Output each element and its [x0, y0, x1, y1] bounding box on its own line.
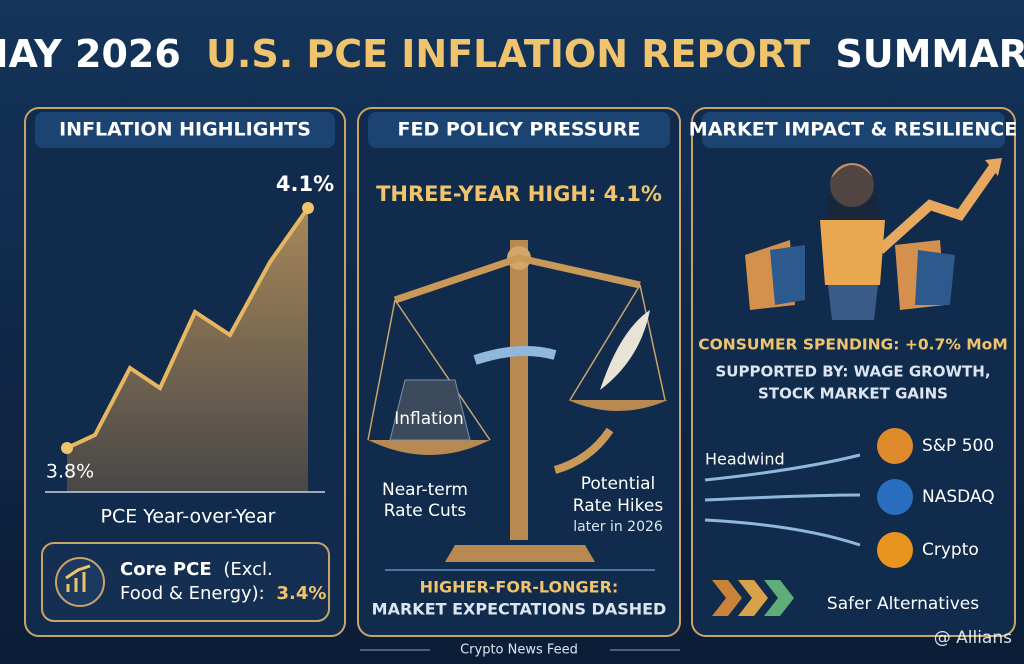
- source: Crypto News Feed: [460, 643, 578, 658]
- asset-icons: [877, 428, 913, 568]
- spending: CONSUMER SPENDING: +0.7% MoM: [698, 336, 1008, 354]
- right-note: later in 2026: [573, 519, 663, 535]
- weight-label: Inflation: [394, 409, 463, 429]
- right-label: Potential: [581, 474, 655, 494]
- core-icon: [55, 557, 105, 607]
- chart-area: [67, 208, 308, 492]
- watermark: @ Allians: [934, 628, 1012, 648]
- shopper-illustration: [745, 158, 1002, 320]
- panel-title: FED POLICY PRESSURE: [397, 119, 640, 141]
- title: MAY 2026 U.S. PCE INFLATION REPORT SUMMA…: [0, 32, 1024, 76]
- chevrons: [712, 580, 794, 616]
- core-box: [41, 542, 330, 622]
- core-text: Core PCE (Excl.: [120, 559, 273, 580]
- core-line: Food & Energy):: [120, 583, 265, 604]
- caption: PCE Year-over-Year: [101, 506, 276, 528]
- core-text: Food & Energy): 3.4%: [120, 583, 326, 604]
- asset: S&P 500: [922, 436, 994, 456]
- wind-lines: [704, 453, 861, 547]
- headwind: Headwind: [705, 450, 785, 469]
- asset: NASDAQ: [922, 487, 995, 507]
- right-label: Rate Hikes: [573, 496, 664, 516]
- panel-title: INFLATION HIGHLIGHTS: [59, 119, 311, 141]
- scale: [367, 240, 668, 562]
- chart-point: [302, 202, 314, 214]
- title-part: MAY 2026: [0, 32, 181, 76]
- title-part: U.S. PCE INFLATION REPORT: [206, 32, 810, 76]
- title-part: SUMMARY: [835, 32, 1024, 76]
- core-line: Core PCE: [120, 559, 212, 580]
- left-label: Rate Cuts: [384, 501, 467, 521]
- left-label: Near-term: [382, 480, 468, 500]
- core-line: (Excl.: [223, 559, 272, 580]
- supported-line: STOCK MARKET GAINS: [758, 385, 948, 403]
- safer: Safer Alternatives: [827, 594, 979, 614]
- supported-line: SUPPORTED BY: WAGE GROWTH,: [715, 363, 990, 381]
- footer-line: HIGHER-FOR-LONGER:: [420, 578, 619, 597]
- start-label: 3.8%: [46, 461, 94, 483]
- panel-headers: [35, 112, 1005, 148]
- footer-line: MARKET EXPECTATIONS DASHED: [372, 600, 667, 619]
- headline: THREE-YEAR HIGH: 4.1%: [376, 182, 662, 206]
- core-icon: [65, 564, 91, 592]
- chart-point: [61, 442, 73, 454]
- asset: Crypto: [922, 540, 979, 560]
- core-line: 3.4%: [276, 583, 326, 604]
- end-label: 4.1%: [276, 172, 334, 196]
- chart-line: [66, 206, 310, 450]
- panel-title: MARKET IMPACT & RESILIENCE: [689, 119, 1017, 141]
